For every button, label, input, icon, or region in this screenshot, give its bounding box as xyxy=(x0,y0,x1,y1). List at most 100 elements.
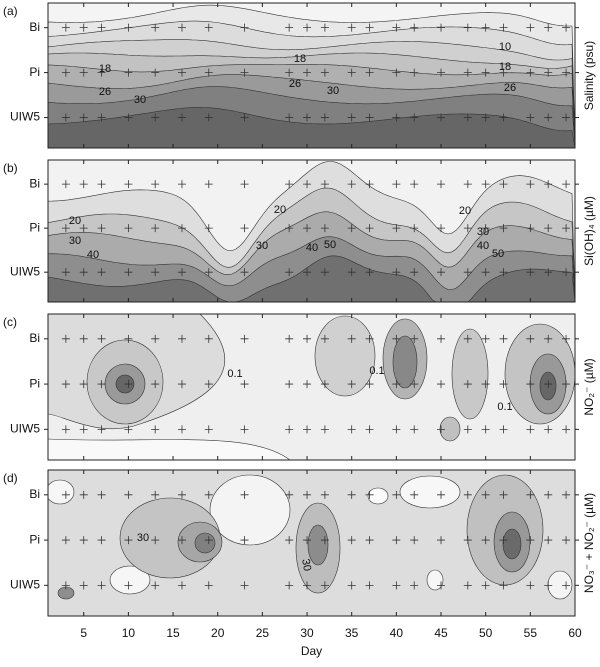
sample-point xyxy=(204,425,213,434)
sample-point xyxy=(481,334,490,343)
contour-label: 20 xyxy=(69,215,81,227)
sample-point xyxy=(61,536,70,545)
sample-point xyxy=(61,113,70,122)
sample-point xyxy=(526,68,535,77)
sample-point xyxy=(320,23,329,32)
contour-label: 18 xyxy=(99,63,111,75)
sample-point xyxy=(97,113,106,122)
sample-point xyxy=(526,425,535,434)
contour-plot xyxy=(48,3,575,148)
sample-point xyxy=(320,268,329,277)
sample-point xyxy=(499,490,508,499)
sample-point xyxy=(303,380,312,389)
sample-point xyxy=(347,68,356,77)
sample-point xyxy=(124,380,133,389)
sample-point xyxy=(526,23,535,32)
sample-point xyxy=(79,536,88,545)
sample-point xyxy=(79,23,88,32)
sample-point xyxy=(177,490,186,499)
sample-point xyxy=(463,68,472,77)
sample-point xyxy=(410,380,419,389)
sample-point xyxy=(463,536,472,545)
contour-label: 40 xyxy=(306,242,318,254)
sample-point xyxy=(410,425,419,434)
sample-point xyxy=(526,380,535,389)
x-tick-label: 5 xyxy=(80,626,87,640)
contour-label: 40 xyxy=(87,249,99,261)
sample-point xyxy=(97,224,106,233)
sample-point xyxy=(204,268,213,277)
sample-point xyxy=(240,581,249,590)
sample-point xyxy=(303,425,312,434)
sample-point xyxy=(347,23,356,32)
sample-point xyxy=(61,581,70,590)
sample-point xyxy=(365,425,374,434)
sample-point xyxy=(97,180,106,189)
sample-point xyxy=(204,334,213,343)
sample-point xyxy=(463,23,472,32)
sample-point xyxy=(365,68,374,77)
sample-point xyxy=(151,536,160,545)
sample-point xyxy=(410,224,419,233)
sample-point xyxy=(562,581,571,590)
sample-point xyxy=(410,68,419,77)
sample-point xyxy=(392,113,401,122)
sample-point xyxy=(61,224,70,233)
sample-point xyxy=(562,180,571,189)
sample-point xyxy=(526,490,535,499)
sample-point xyxy=(544,536,553,545)
sample-point xyxy=(392,536,401,545)
sample-point xyxy=(61,180,70,189)
sample-point xyxy=(97,68,106,77)
contour-label: 50 xyxy=(324,239,336,251)
sample-point xyxy=(285,581,294,590)
sample-point xyxy=(544,268,553,277)
sample-point xyxy=(437,536,446,545)
sample-point xyxy=(124,425,133,434)
sample-point xyxy=(320,490,329,499)
sample-point xyxy=(544,180,553,189)
sample-point xyxy=(437,380,446,389)
sample-point xyxy=(365,334,374,343)
sample-point xyxy=(544,113,553,122)
contour-label: 0.1 xyxy=(369,365,384,377)
sample-point xyxy=(240,113,249,122)
sample-point xyxy=(499,581,508,590)
sample-point xyxy=(347,113,356,122)
sample-point xyxy=(481,113,490,122)
sample-point xyxy=(410,334,419,343)
sample-point xyxy=(463,268,472,277)
sample-point xyxy=(177,224,186,233)
plot-frame xyxy=(47,313,576,461)
sample-point xyxy=(79,425,88,434)
contour-band xyxy=(307,524,329,566)
sample-point xyxy=(124,334,133,343)
sample-point xyxy=(437,113,446,122)
contour-label: 30 xyxy=(327,85,339,97)
sample-point xyxy=(392,425,401,434)
sample-point xyxy=(177,581,186,590)
sample-point xyxy=(526,224,535,233)
sample-point xyxy=(204,23,213,32)
sample-point xyxy=(151,581,160,590)
sample-point xyxy=(61,425,70,434)
contour-band xyxy=(399,475,461,509)
sample-point xyxy=(79,268,88,277)
contour-label: 26 xyxy=(99,86,111,98)
y-tick-label: Bi xyxy=(29,487,40,501)
sample-point xyxy=(481,425,490,434)
sample-point xyxy=(151,490,160,499)
sample-point xyxy=(526,536,535,545)
sample-point xyxy=(320,113,329,122)
sample-point xyxy=(79,334,88,343)
sample-point xyxy=(285,23,294,32)
sample-point xyxy=(320,334,329,343)
sample-point xyxy=(303,490,312,499)
sample-point xyxy=(285,68,294,77)
x-tick-label: 50 xyxy=(479,626,493,640)
sample-point xyxy=(240,536,249,545)
sample-point xyxy=(79,180,88,189)
sample-point xyxy=(151,425,160,434)
contour-plot xyxy=(48,314,575,460)
